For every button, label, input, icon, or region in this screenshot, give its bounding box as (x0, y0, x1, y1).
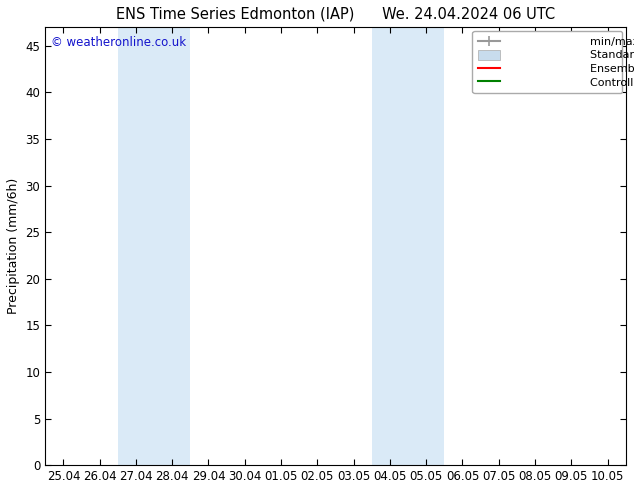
Bar (118, 27, 190, 465)
Y-axis label: Precipitation (mm/6h): Precipitation (mm/6h) (7, 178, 20, 315)
Title: ENS Time Series Edmonton (IAP)      We. 24.04.2024 06 UTC: ENS Time Series Edmonton (IAP) We. 24.04… (116, 7, 555, 22)
Legend: min/max, Standard deviation, Ensemble mean run, Controll run: min/max, Standard deviation, Ensemble me… (472, 30, 623, 93)
Bar (372, 27, 444, 465)
Text: © weatheronline.co.uk: © weatheronline.co.uk (51, 36, 186, 49)
